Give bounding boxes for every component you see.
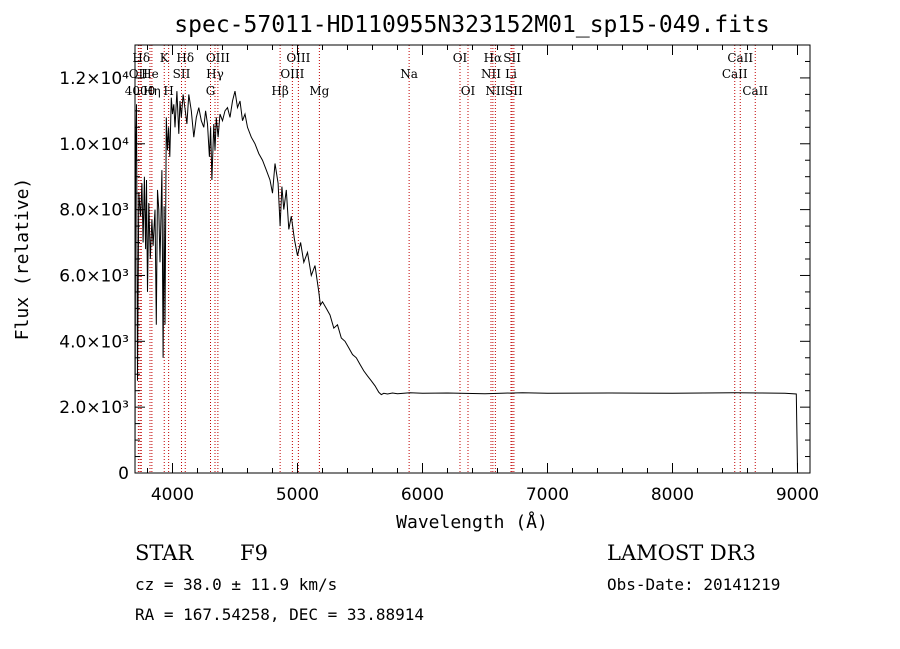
spectral-line-label: Hη xyxy=(143,84,161,98)
observation-date: Obs-Date: 20141219 xyxy=(607,575,780,594)
spectral-line-label: Hα xyxy=(484,51,503,65)
y-tick-label: 1.2×10⁴ xyxy=(59,69,129,89)
x-tick-label: 8000 xyxy=(651,485,694,505)
y-axis-ticks: 0 2.0×10³ 4.0×10³ 6.0×10³ 8.0×10³ 1.0×10⁴ 1.2×… xyxy=(59,60,810,484)
spectral-line-label: OI xyxy=(461,84,476,98)
x-tick-label: 6000 xyxy=(401,485,444,505)
x-tick-label: 9000 xyxy=(776,485,819,505)
spectral-line-label: 4000 xyxy=(125,84,156,98)
y-tick-label: 4.0×10³ xyxy=(59,332,129,352)
object-class: STAR xyxy=(135,541,194,565)
flux-spectrum-line xyxy=(134,90,798,470)
y-axis-label: Flux (relative) xyxy=(12,178,33,341)
y-tick-label: 2.0×10³ xyxy=(59,398,129,418)
coordinates: RA = 167.54258, DEC = 33.88914 xyxy=(135,605,424,624)
object-subclass: F9 xyxy=(240,541,268,565)
x-tick-label: 4000 xyxy=(151,485,194,505)
spectral-line-label: Hβ xyxy=(271,84,288,98)
y-tick-label: 1.0×10⁴ xyxy=(59,135,129,155)
spectral-line-label: OIII xyxy=(206,51,230,65)
spectral-line-label: K xyxy=(160,51,170,65)
x-tick-label: 5000 xyxy=(276,485,319,505)
spectral-line-label: CaII xyxy=(722,67,748,81)
y-tick-label: 6.0×10³ xyxy=(59,266,129,286)
spectral-line-label: H xyxy=(163,84,173,98)
x-axis-label: Wavelength (Å) xyxy=(396,511,548,533)
spectral-line-label: NII xyxy=(485,84,505,98)
spectral-line-label: OI xyxy=(453,51,468,65)
spectral-line-label: G xyxy=(206,84,216,98)
spectral-line-label: Na xyxy=(400,67,418,81)
spectral-line-label: He xyxy=(141,67,159,81)
spectral-line-label: Hδ xyxy=(176,51,194,65)
x-tick-label: 7000 xyxy=(526,485,569,505)
plot-frame xyxy=(134,44,811,474)
y-tick-label: 8.0×10³ xyxy=(59,201,129,221)
spectral-line-label: Mg xyxy=(309,84,329,98)
spectral-line-label: CaII xyxy=(727,51,753,65)
spectral-line-label: Li xyxy=(505,67,517,81)
spectral-line-label: OIII xyxy=(286,51,310,65)
x-axis-ticks: 4000 5000 6000 7000 8000 9000 xyxy=(147,45,819,505)
spectral-line-label: Hγ xyxy=(206,67,224,81)
spectral-line-label: SII xyxy=(173,67,191,81)
spectral-line-label: SII xyxy=(505,84,523,98)
spectral-line-label: SII xyxy=(503,51,521,65)
spectral-line-label: OIII xyxy=(280,67,304,81)
spectral-line-label: NII xyxy=(481,67,501,81)
spectral-line-label: CaII xyxy=(742,84,768,98)
redshift-info: cz = 38.0 ± 11.9 km/s xyxy=(135,575,337,594)
chart-title: spec-57011-HD110955N323152M01_sp15-049.f… xyxy=(174,12,769,38)
survey-name: LAMOST DR3 xyxy=(607,541,756,565)
y-tick-label: 0 xyxy=(118,464,129,484)
